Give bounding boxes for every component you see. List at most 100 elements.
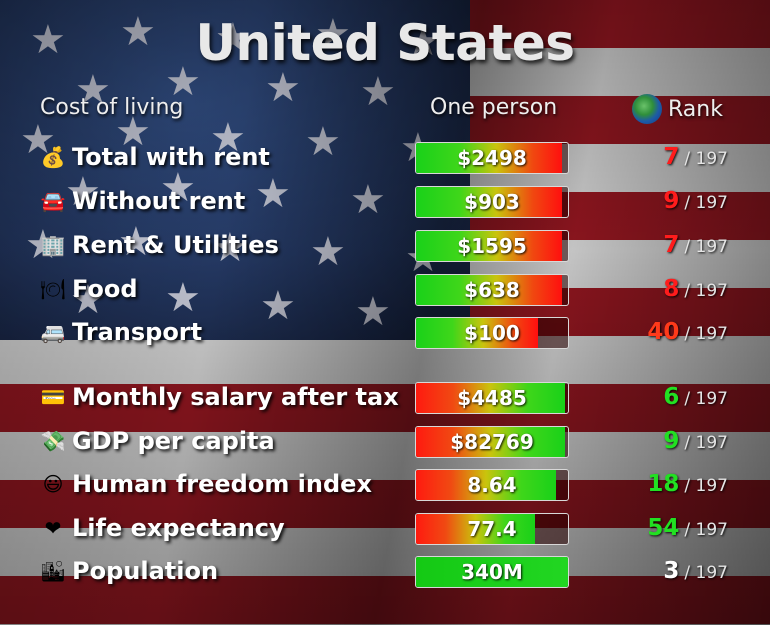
flag-star: ★ (65, 172, 101, 212)
page-title: United States (195, 14, 575, 72)
money-icon: 💸 (40, 429, 66, 453)
rank-number: 9 (663, 188, 680, 214)
stat-rank: 54/ 197 (647, 511, 728, 547)
stat-value: $638 (464, 278, 520, 302)
stat-label: Life expectancy (72, 514, 285, 542)
flag-star: ★ (70, 280, 106, 320)
stat-rank: 9/ 197 (663, 184, 728, 220)
stat-rank: 3/ 197 (663, 554, 728, 590)
rank-total: / 197 (684, 281, 728, 301)
stat-bar: $2498 (415, 142, 569, 174)
flag-star: ★ (25, 225, 61, 265)
stat-value: $100 (464, 321, 520, 345)
flag-canton (0, 0, 470, 340)
stat-label: Human freedom index (72, 470, 372, 498)
flag-star: ★ (210, 118, 246, 158)
stat-rank: 8/ 197 (663, 272, 728, 308)
car-icon: 🚘 (40, 189, 66, 213)
stat-bar-fill (416, 143, 562, 173)
stat-row: 🚘 Without rent $903 9/ 197 (40, 184, 740, 218)
stat-label: Monthly salary after tax (72, 383, 399, 411)
value-header: One person (430, 95, 558, 120)
flag-star: ★ (405, 22, 441, 62)
rank-number: 8 (663, 276, 680, 302)
flag-star: ★ (165, 278, 201, 318)
stat-bar-fill (416, 318, 538, 348)
flag-star: ★ (215, 18, 251, 58)
rank-total: / 197 (684, 389, 728, 409)
flag-star: ★ (305, 122, 341, 162)
plate-icon: 🍽 (40, 277, 66, 301)
rank-total: / 197 (684, 149, 728, 169)
stat-rank: 18/ 197 (647, 467, 728, 503)
stat-rank: 7/ 197 (663, 140, 728, 176)
rank-total: / 197 (684, 193, 728, 213)
flag-star: ★ (265, 68, 301, 108)
rank-total: / 197 (684, 476, 728, 496)
stat-row: 💸 GDP per capita $82769 9/ 197 (40, 424, 740, 458)
stat-bar: 340M (415, 556, 569, 588)
stat-value: 77.4 (467, 517, 517, 541)
stat-row: 💰 Total with rent $2498 7/ 197 (40, 140, 740, 174)
globe-icon (632, 94, 662, 124)
smiley-icon: 😃 (42, 472, 64, 496)
rank-total: / 197 (684, 520, 728, 540)
rank-total: / 197 (684, 237, 728, 257)
flag-star: ★ (20, 120, 56, 160)
flag-star: ★ (115, 112, 151, 152)
rank-number: 7 (663, 144, 680, 170)
stat-bar: $1595 (415, 230, 569, 262)
stat-rank: 7/ 197 (663, 228, 728, 264)
stat-bar: $638 (415, 274, 569, 306)
stat-bar: $100 (415, 317, 569, 349)
flag-star: ★ (30, 20, 66, 60)
rank-number: 6 (663, 384, 680, 410)
flag-star: ★ (212, 228, 248, 268)
stat-value: $1595 (457, 234, 527, 258)
stat-row: 🚐 Transport $100 40/ 197 (40, 315, 740, 349)
rank-number: 7 (663, 232, 680, 258)
stat-bar: $903 (415, 186, 569, 218)
stat-bar-fill (416, 557, 568, 587)
city-icon: 🏙 (40, 559, 66, 583)
stat-rank: 9/ 197 (663, 424, 728, 460)
stat-value: 8.64 (467, 473, 517, 497)
rank-header-label: Rank (668, 96, 723, 122)
rank-total: / 197 (684, 324, 728, 344)
flag-star: ★ (255, 174, 291, 214)
flag-star: ★ (118, 222, 154, 262)
stat-value: $903 (464, 190, 520, 214)
rank-number: 3 (663, 558, 680, 584)
rank-total: / 197 (684, 563, 728, 583)
flag-star: ★ (165, 62, 201, 102)
flag-star: ★ (120, 12, 156, 52)
flag-star: ★ (360, 72, 396, 112)
stat-bar-fill (416, 231, 562, 261)
stat-rank: 40/ 197 (647, 315, 728, 351)
rank-number: 54 (647, 515, 680, 541)
stat-value: $4485 (457, 386, 527, 410)
building-icon: 🏢 (40, 233, 66, 257)
rank-header: Rank (632, 94, 723, 124)
money-bag-icon: 💰 (40, 145, 66, 169)
stat-rank: 6/ 197 (663, 380, 728, 416)
credit-card-icon: 💳 (40, 385, 66, 409)
flag-star: ★ (260, 286, 296, 326)
stat-label: Without rent (72, 187, 246, 215)
stat-bar: 77.4 (415, 513, 569, 545)
stat-row: 🏙 Population 340M 3/ 197 (40, 554, 740, 588)
stat-label: Food (72, 275, 138, 303)
stat-row: 💳 Monthly salary after tax $4485 6/ 197 (40, 380, 740, 414)
stat-bar-fill (416, 275, 562, 305)
rank-number: 9 (663, 428, 680, 454)
stat-bar-fill (416, 427, 565, 457)
stat-bar-fill (416, 514, 535, 544)
flag-star: ★ (75, 70, 111, 110)
bus-icon: 🚐 (40, 320, 66, 344)
stat-value: $2498 (457, 146, 527, 170)
stat-bar-fill (416, 383, 565, 413)
stat-label: Population (72, 557, 219, 585)
stat-value: $82769 (450, 430, 534, 454)
stat-bar: $4485 (415, 382, 569, 414)
